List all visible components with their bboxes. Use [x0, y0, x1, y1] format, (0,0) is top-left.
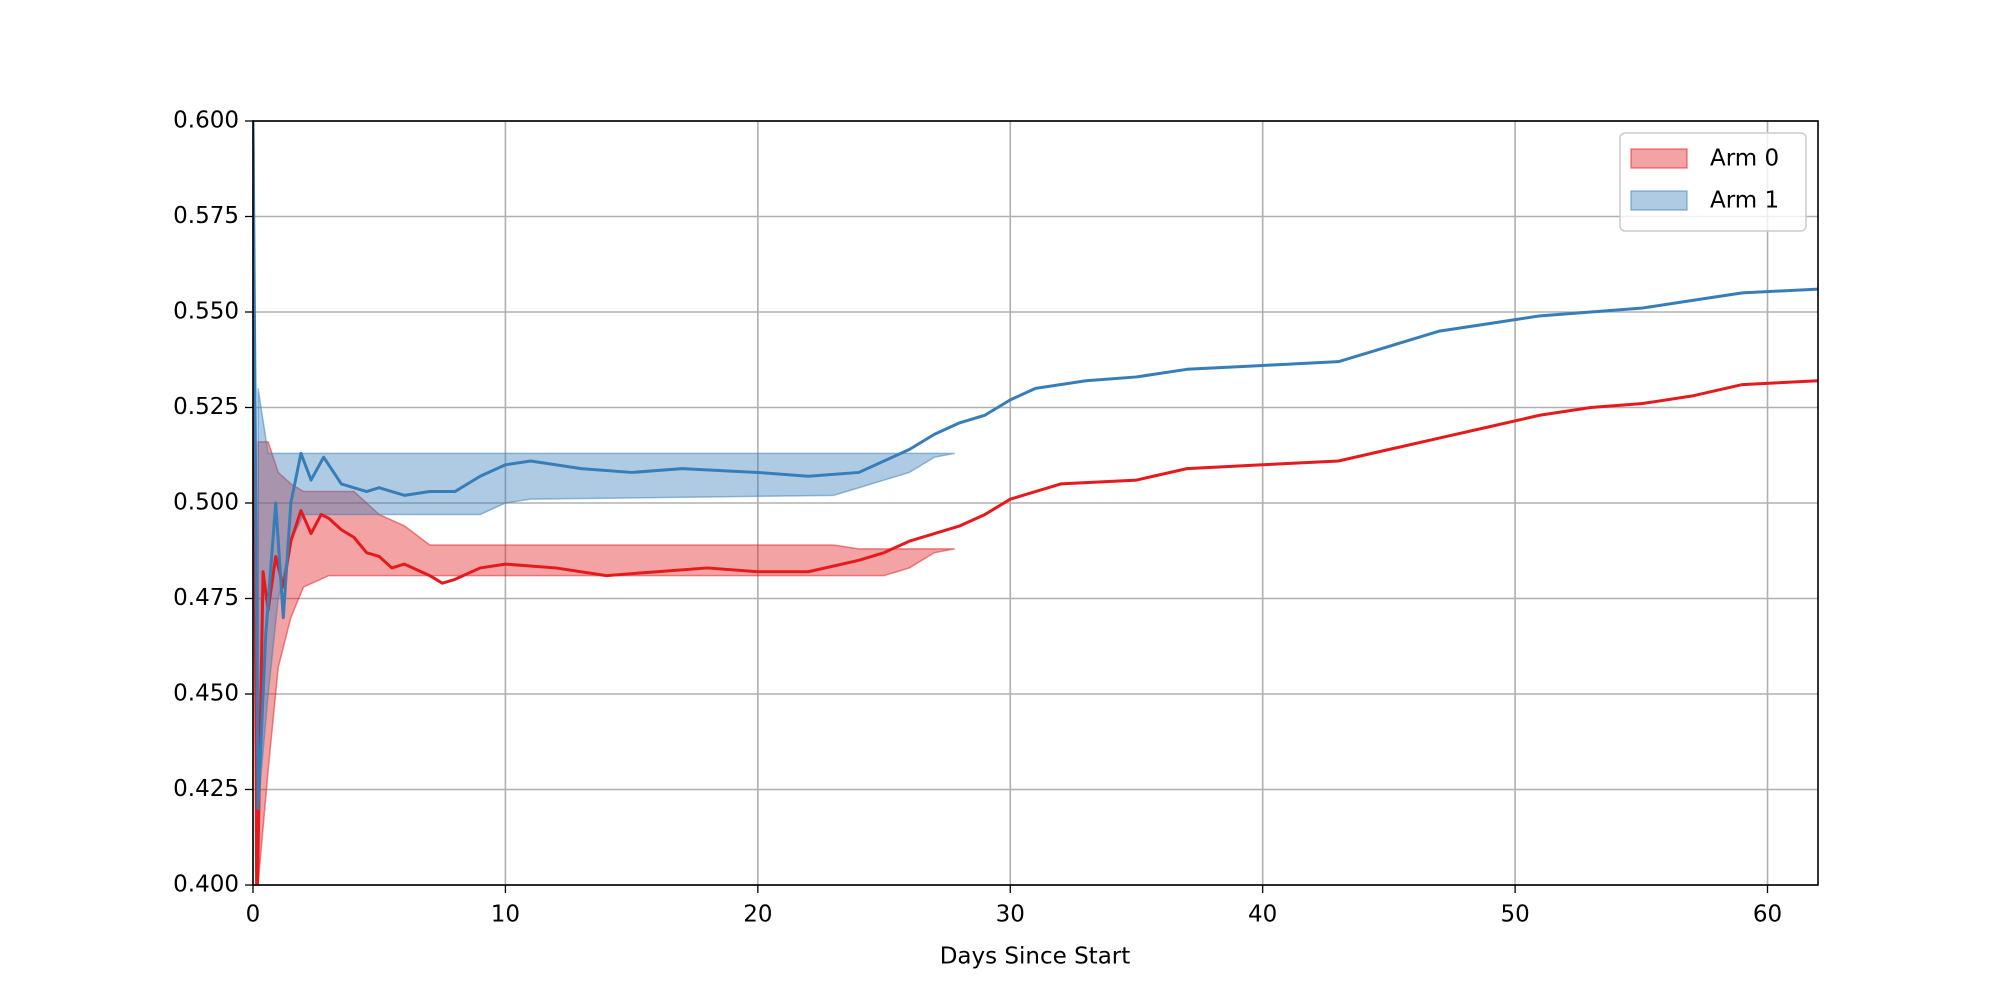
x-tick-label: 60: [1753, 902, 1782, 928]
confidence-band: [257, 388, 955, 809]
x-tick-label: 20: [743, 902, 772, 928]
series-line: [253, 121, 1818, 885]
x-tick-label: 40: [1248, 902, 1277, 928]
x-tick-label: 30: [996, 902, 1025, 928]
y-tick-label: 0.550: [173, 299, 239, 325]
x-axis-label: Days Since Start: [940, 944, 1131, 970]
y-tick-label: 0.575: [173, 203, 239, 229]
x-tick-label: 10: [491, 902, 520, 928]
y-tick-label: 0.475: [173, 585, 239, 611]
y-tick-label: 0.400: [173, 872, 239, 898]
legend: Arm 0 Arm 1: [1619, 132, 1807, 232]
y-tick-label: 0.525: [173, 394, 239, 420]
ticks: 0 10 20 30 40 50 60 0.400 0.425 0.450 0.475 0.500 0.…: [173, 108, 1782, 928]
y-tick-label: 0.450: [173, 681, 239, 707]
legend-box: [1619, 132, 1807, 232]
series-line: [253, 121, 1818, 811]
y-tick-label: 0.425: [173, 776, 239, 802]
x-tick-label: 50: [1500, 902, 1529, 928]
legend-swatch: [1630, 190, 1688, 211]
plot-area: [253, 121, 1818, 885]
legend-swatch: [1630, 148, 1688, 169]
confidence-band: [257, 441, 955, 885]
legend-label: Arm 0: [1710, 146, 1779, 172]
x-tick-label: 0: [246, 902, 261, 928]
y-tick-label: 0.500: [173, 490, 239, 516]
y-tick-label: 0.600: [173, 108, 239, 134]
legend-label: Arm 1: [1710, 188, 1779, 214]
